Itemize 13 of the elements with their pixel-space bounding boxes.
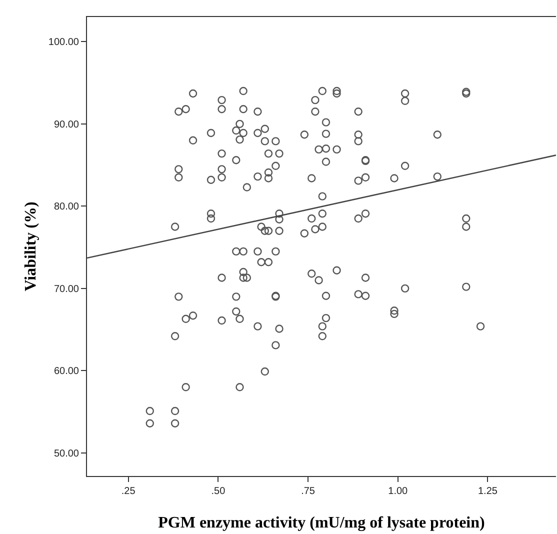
- x-tick-label: .75: [301, 486, 316, 497]
- y-tick-label: 70.00: [54, 284, 80, 295]
- x-tick-label: .25: [121, 486, 136, 497]
- y-tick-label: 80.00: [54, 202, 80, 213]
- y-axis-title: Viability (%): [22, 202, 40, 292]
- y-tick-label: 100.00: [48, 37, 80, 48]
- x-tick-label: .50: [211, 486, 226, 497]
- y-tick-label: 60.00: [54, 366, 80, 378]
- x-axis-title: PGM enzyme activity (mU/mg of lysate protein): [158, 514, 485, 532]
- x-tick-label: 1.25: [478, 486, 498, 497]
- y-tick-label: 90.00: [54, 119, 80, 130]
- y-tick-label: 50.00: [54, 448, 80, 460]
- x-tick-label: 1.00: [388, 486, 408, 497]
